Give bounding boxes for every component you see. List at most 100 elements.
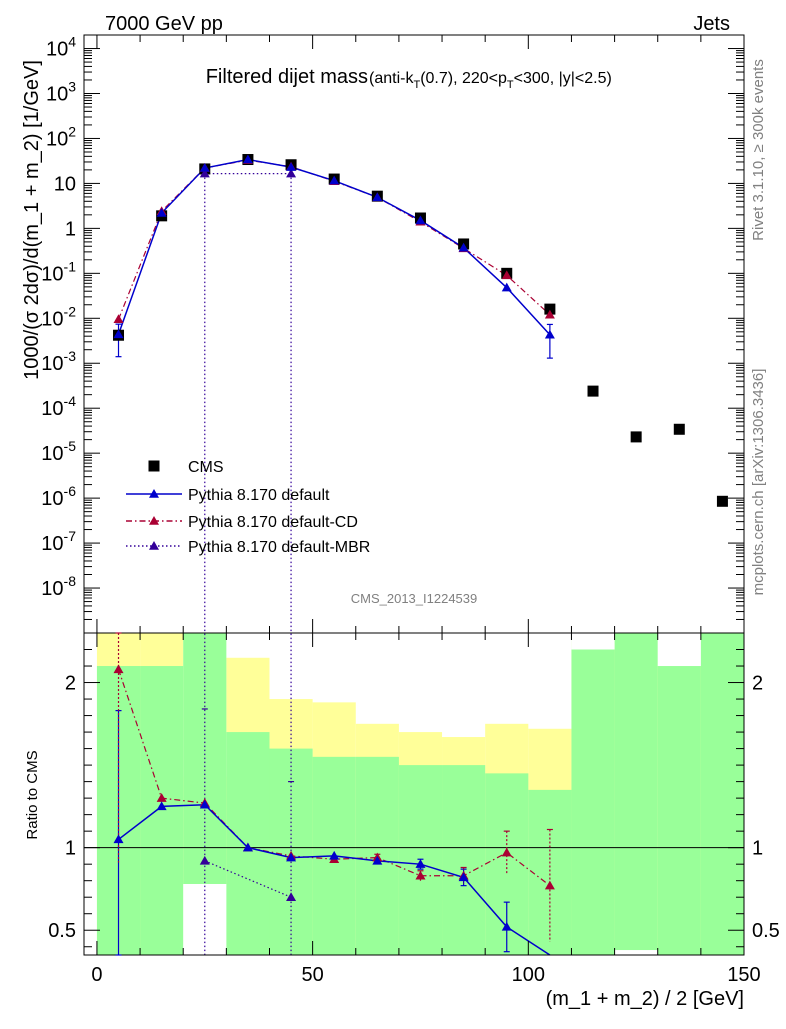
legend-marker-0 [148, 460, 160, 472]
default-ratio-point-9 [501, 921, 512, 931]
band-inner-8 [442, 765, 486, 955]
cms-point-13 [673, 423, 685, 435]
y-tick-label--7: 10-7 [41, 528, 76, 555]
x-tick-label-50: 50 [302, 964, 324, 986]
ratio-axis-label: Ratio to CMS [24, 750, 41, 839]
default-point-6 [372, 192, 383, 202]
legend-marker-1 [149, 489, 159, 498]
default-point-9 [501, 282, 512, 292]
mbr-point-0 [199, 168, 210, 178]
chart-title: Filtered dijet mass [206, 66, 368, 88]
y-tick-label-4: 104 [46, 34, 76, 61]
y-tick-label-0: 1 [65, 218, 76, 240]
default-point-2 [199, 163, 210, 172]
y-tick-label-2: 102 [46, 123, 76, 150]
chart-legend: CMS Pythia 8.170 default Pythia 8.170 defa… [126, 459, 370, 556]
band-gap-13 [657, 633, 701, 667]
default-ratio-point-2 [199, 799, 210, 809]
band-gap-11 [571, 633, 615, 650]
x-tick-label-100: 100 [512, 964, 545, 986]
x-axis-label: (m_1 + m_2) / 2 [GeV] [546, 988, 744, 1010]
band-inner-14 [700, 633, 744, 955]
legend-label-2: Pythia 8.170 default-CD [188, 514, 358, 531]
y-tick-label-3: 103 [46, 78, 76, 105]
default-point-7 [415, 215, 426, 225]
legend-label-1: Pythia 8.170 default [188, 487, 330, 504]
y-axis-label: 1000/(σ 2dσ)/d(m_1 + m_2) [1/GeV] [21, 60, 43, 380]
cms-point-10 [544, 303, 556, 315]
default-point-1 [156, 207, 167, 217]
chart-frames [83, 34, 745, 956]
ratio-plot-frame [83, 632, 745, 956]
y-tick-label--5: 10-5 [41, 438, 76, 465]
mcplots-label: mcplots.cern.ch [arXiv:1306.3436] [750, 369, 767, 596]
y-tick-label-1: 10 [54, 173, 76, 195]
default-ratio-point-5 [329, 850, 340, 860]
header-left: 7000 GeV pp [105, 13, 223, 35]
default-point-5 [329, 175, 340, 185]
default-ratio-point-4 [286, 852, 297, 862]
cd-point-10 [544, 309, 555, 319]
ratio-tick-label-right-2: 2 [752, 673, 763, 695]
band-inner-11 [571, 633, 615, 955]
cms-point-11 [587, 385, 599, 397]
cd-ratio-point-10 [544, 880, 555, 890]
cms-point-12 [630, 431, 642, 443]
mbr-ratio-point-0 [199, 855, 210, 865]
y-tick-label--8: 10-8 [41, 573, 76, 600]
default-main-line [117, 158, 551, 336]
legend-label-0: CMS [188, 459, 224, 476]
cd-ratio-point-9 [501, 847, 512, 857]
cd-ratio-point-7 [415, 870, 426, 880]
y-tick-label--2: 10-2 [41, 303, 76, 330]
cd-point-0 [113, 314, 124, 324]
cd-ratio-point-1 [156, 793, 167, 802]
cd-point-9 [501, 270, 512, 280]
chart-ticks: 0 50 100 15010410310210110-110-210-310-410-… [41, 34, 780, 986]
default-point-10 [544, 329, 555, 339]
default-point-8 [458, 242, 469, 252]
cd-main-line [117, 159, 551, 320]
mbr-ratio-point-1 [286, 892, 297, 901]
default-ratio-point-7 [415, 859, 426, 868]
ratio-tick-label-left-1: 1 [65, 838, 76, 860]
default-point-4 [286, 162, 297, 171]
rivet-label: Rivet 3.1.10, ≥ 300k events [750, 59, 767, 241]
default-point-3 [242, 154, 253, 164]
legend-marker-3 [149, 541, 159, 550]
chart-series [113, 154, 728, 956]
ratio-tick-label-right-1: 1 [752, 838, 763, 860]
band-gap-2 [183, 883, 227, 955]
chart-subtitle: (anti-kT(0.7), 220<pT<300, |y|<2.5) [369, 70, 612, 91]
band-inner-12 [614, 633, 658, 955]
default-ratio-point-8 [458, 872, 469, 882]
default-ratio-point-3 [242, 842, 253, 852]
ratio-uncertainty-bands [84, 633, 744, 955]
ratio-tick-label-left-0.5: 0.5 [48, 920, 76, 942]
y-tick-label--1: 10-1 [41, 258, 76, 285]
default-ratio-point-6 [372, 855, 383, 865]
analysis-label: CMS_2013_I1224539 [351, 591, 478, 606]
cms-point-14 [716, 495, 728, 507]
main-plot-frame [83, 34, 745, 634]
default-point-0 [113, 329, 124, 339]
mbr-point-1 [286, 168, 297, 178]
x-tick-label-0: 0 [91, 964, 102, 986]
y-tick-label--6: 10-6 [41, 483, 76, 510]
y-tick-label--4: 10-4 [41, 393, 76, 420]
default-ratio-point-1 [156, 801, 167, 811]
cd-ratio-point-0 [113, 664, 124, 674]
x-tick-label-150: 150 [727, 964, 760, 986]
ratio-tick-label-left-2: 2 [65, 673, 76, 695]
band-inner-13 [657, 633, 701, 955]
legend-marker-2 [149, 516, 159, 525]
legend-label-3: Pythia 8.170 default-MBR [188, 539, 370, 556]
default-ratio-point-0 [113, 834, 124, 844]
y-tick-label--3: 10-3 [41, 348, 76, 375]
header-right: Jets [693, 13, 730, 35]
band-gap-12 [614, 950, 658, 955]
band-inner-1 [140, 666, 184, 955]
ratio-tick-label-right-0.5: 0.5 [752, 920, 780, 942]
